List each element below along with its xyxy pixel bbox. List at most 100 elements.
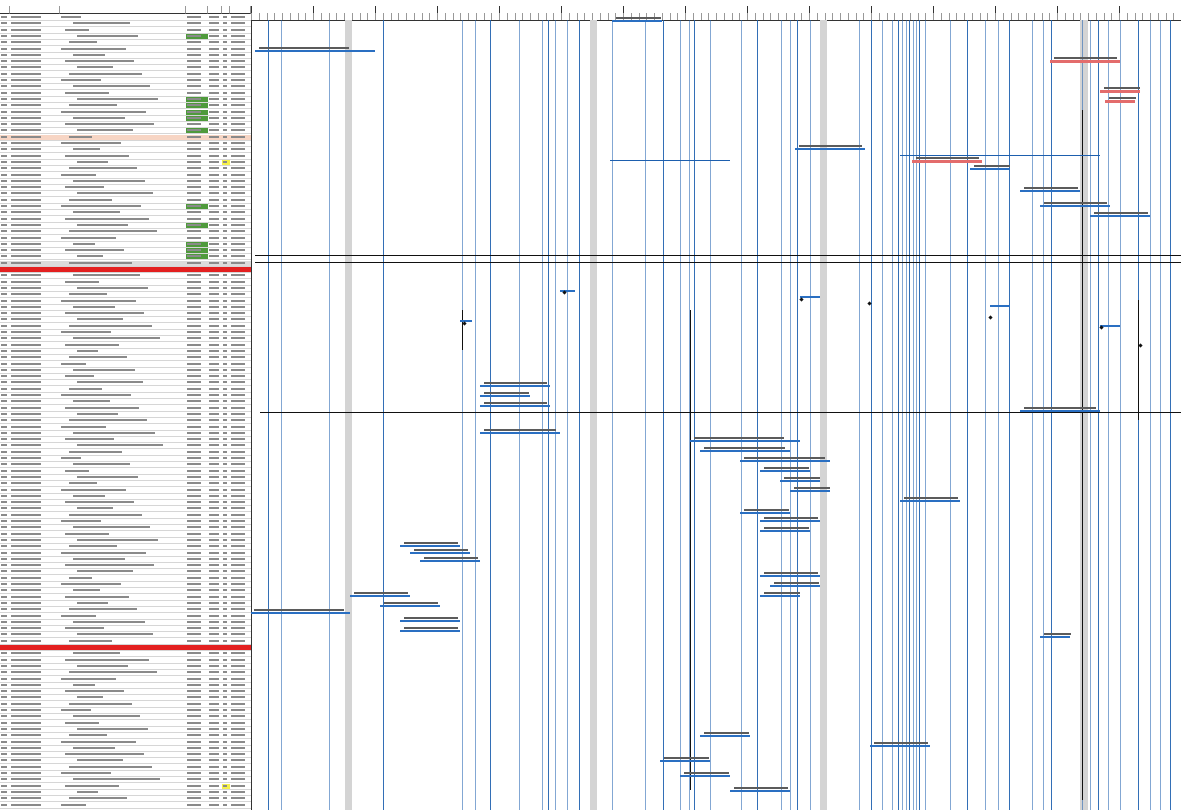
table-row[interactable]	[0, 173, 251, 179]
task-bar[interactable]	[760, 520, 820, 522]
table-row[interactable]	[0, 418, 251, 425]
table-row[interactable]	[0, 771, 251, 777]
task-bar[interactable]	[251, 612, 350, 614]
column-header-pct[interactable]	[208, 6, 222, 14]
table-row[interactable]	[0, 317, 251, 324]
table-row[interactable]	[0, 677, 251, 683]
task-bar[interactable]	[255, 50, 375, 52]
table-row[interactable]	[0, 607, 251, 614]
table-row[interactable]	[0, 664, 251, 670]
table-row[interactable]	[0, 670, 251, 677]
table-row[interactable]	[0, 387, 251, 393]
task-bar[interactable]	[740, 460, 830, 462]
table-row[interactable]	[0, 115, 251, 122]
table-row[interactable]	[0, 803, 251, 809]
table-row[interactable]	[0, 109, 251, 116]
milestone-marker[interactable]	[562, 290, 567, 295]
table-row[interactable]	[0, 412, 251, 418]
table-row[interactable]	[0, 620, 251, 626]
table-row[interactable]	[0, 91, 251, 97]
table-row[interactable]	[0, 305, 251, 311]
table-row[interactable]	[0, 639, 251, 645]
table-row[interactable]	[0, 299, 251, 305]
table-row[interactable]	[0, 40, 251, 47]
task-bar[interactable]	[740, 512, 790, 514]
critical-task-bar[interactable]	[1105, 100, 1135, 103]
table-row[interactable]	[0, 595, 251, 601]
table-row[interactable]	[0, 519, 251, 525]
table-row[interactable]	[0, 273, 251, 280]
task-bar[interactable]	[420, 560, 480, 562]
table-row[interactable]	[0, 525, 251, 532]
table-row[interactable]	[0, 569, 251, 576]
task-bar[interactable]	[660, 760, 710, 762]
table-row[interactable]	[0, 141, 251, 147]
task-bar[interactable]	[1100, 325, 1120, 327]
gantt-chart-area[interactable]	[251, 17, 1181, 810]
table-row[interactable]	[0, 481, 251, 488]
table-row[interactable]	[0, 248, 251, 255]
table-row[interactable]	[0, 21, 251, 28]
table-row[interactable]	[0, 241, 251, 248]
task-bar[interactable]	[760, 530, 810, 532]
table-row[interactable]	[0, 355, 251, 362]
table-row[interactable]	[0, 59, 251, 66]
table-row[interactable]	[0, 462, 251, 469]
table-row[interactable]	[0, 33, 251, 40]
table-row[interactable]	[0, 380, 251, 387]
table-row[interactable]	[0, 217, 251, 223]
table-row[interactable]	[0, 122, 251, 129]
task-bar[interactable]	[760, 595, 800, 597]
task-bar[interactable]	[480, 405, 550, 407]
task-bar[interactable]	[700, 450, 790, 452]
table-row[interactable]	[0, 475, 251, 481]
table-row[interactable]	[0, 765, 251, 771]
table-row[interactable]	[0, 431, 251, 437]
table-row[interactable]	[0, 343, 251, 349]
table-row[interactable]	[0, 159, 251, 166]
task-bar[interactable]	[990, 305, 1010, 307]
table-row[interactable]	[0, 740, 251, 746]
table-row[interactable]	[0, 758, 251, 765]
table-row[interactable]	[0, 191, 251, 198]
task-bar[interactable]	[1040, 205, 1110, 207]
table-row[interactable]	[0, 683, 251, 689]
table-row[interactable]	[0, 368, 251, 374]
table-row[interactable]	[0, 506, 251, 513]
table-row[interactable]	[0, 437, 251, 444]
task-bar[interactable]	[612, 20, 662, 22]
task-bar[interactable]	[1040, 636, 1070, 638]
critical-task-bar[interactable]	[1100, 90, 1140, 93]
table-row[interactable]	[0, 292, 251, 299]
table-row[interactable]	[0, 374, 251, 381]
critical-task-bar[interactable]	[912, 160, 982, 163]
table-row[interactable]	[0, 103, 251, 110]
task-bar[interactable]	[760, 470, 810, 472]
table-row[interactable]	[0, 78, 251, 84]
task-bar[interactable]	[350, 595, 410, 597]
task-bar[interactable]	[560, 290, 575, 292]
milestone-marker[interactable]	[988, 315, 993, 320]
table-row[interactable]	[0, 280, 251, 286]
table-row[interactable]	[0, 721, 251, 727]
table-row[interactable]	[0, 614, 251, 620]
table-row[interactable]	[0, 582, 251, 588]
table-row[interactable]	[0, 702, 251, 708]
task-bar[interactable]	[460, 320, 472, 322]
table-row[interactable]	[0, 777, 251, 784]
table-row[interactable]	[0, 349, 251, 355]
table-row[interactable]	[0, 198, 251, 204]
table-row[interactable]	[0, 443, 251, 450]
table-row[interactable]	[0, 746, 251, 752]
table-row[interactable]	[0, 588, 251, 595]
table-row[interactable]	[0, 28, 251, 34]
task-bar[interactable]	[400, 630, 460, 632]
table-row[interactable]	[0, 626, 251, 633]
table-row[interactable]	[0, 488, 251, 494]
table-row[interactable]	[0, 96, 251, 103]
table-row[interactable]	[0, 500, 251, 507]
table-row[interactable]	[0, 134, 251, 141]
table-row[interactable]	[0, 645, 251, 651]
task-bar[interactable]	[780, 480, 820, 482]
milestone-marker[interactable]	[1099, 325, 1104, 330]
